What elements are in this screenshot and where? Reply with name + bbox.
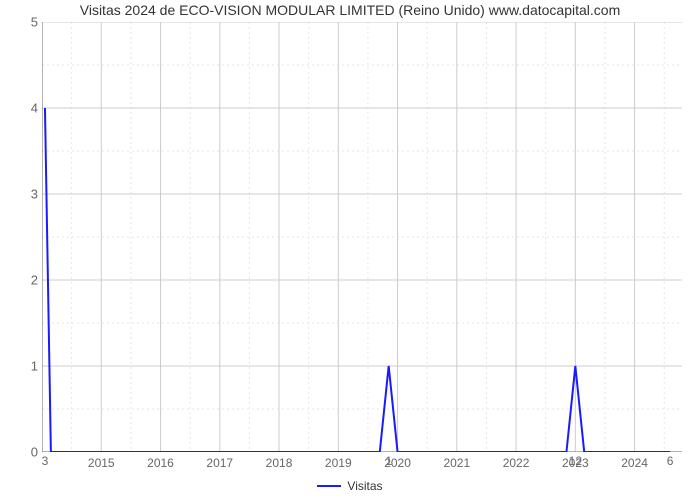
x-tick-label: 2018: [266, 456, 293, 470]
point-label: 1: [385, 454, 392, 468]
legend: Visitas: [0, 478, 700, 493]
legend-swatch: [317, 485, 341, 487]
chart-title: Visitas 2024 de ECO-VISION MODULAR LIMIT…: [0, 2, 700, 18]
y-tick-label: 5: [10, 15, 38, 30]
point-label: 6: [667, 454, 674, 468]
x-tick-label: 2021: [443, 456, 470, 470]
y-tick-label: 2: [10, 273, 38, 288]
x-tick-label: 2015: [88, 456, 115, 470]
point-label: 12: [569, 454, 582, 468]
plot-area: [42, 22, 682, 452]
x-tick-label: 2022: [503, 456, 530, 470]
y-tick-label: 3: [10, 187, 38, 202]
chart-svg: [42, 22, 682, 452]
x-tick-label: 2017: [206, 456, 233, 470]
x-tick-label: 2016: [147, 456, 174, 470]
y-tick-label: 0: [10, 445, 38, 460]
chart-container: Visitas 2024 de ECO-VISION MODULAR LIMIT…: [0, 0, 700, 500]
y-tick-label: 1: [10, 359, 38, 374]
point-label: 3: [42, 454, 49, 468]
x-tick-label: 2019: [325, 456, 352, 470]
y-tick-label: 4: [10, 101, 38, 116]
legend-label: Visitas: [347, 479, 382, 493]
x-tick-label: 2024: [621, 456, 648, 470]
